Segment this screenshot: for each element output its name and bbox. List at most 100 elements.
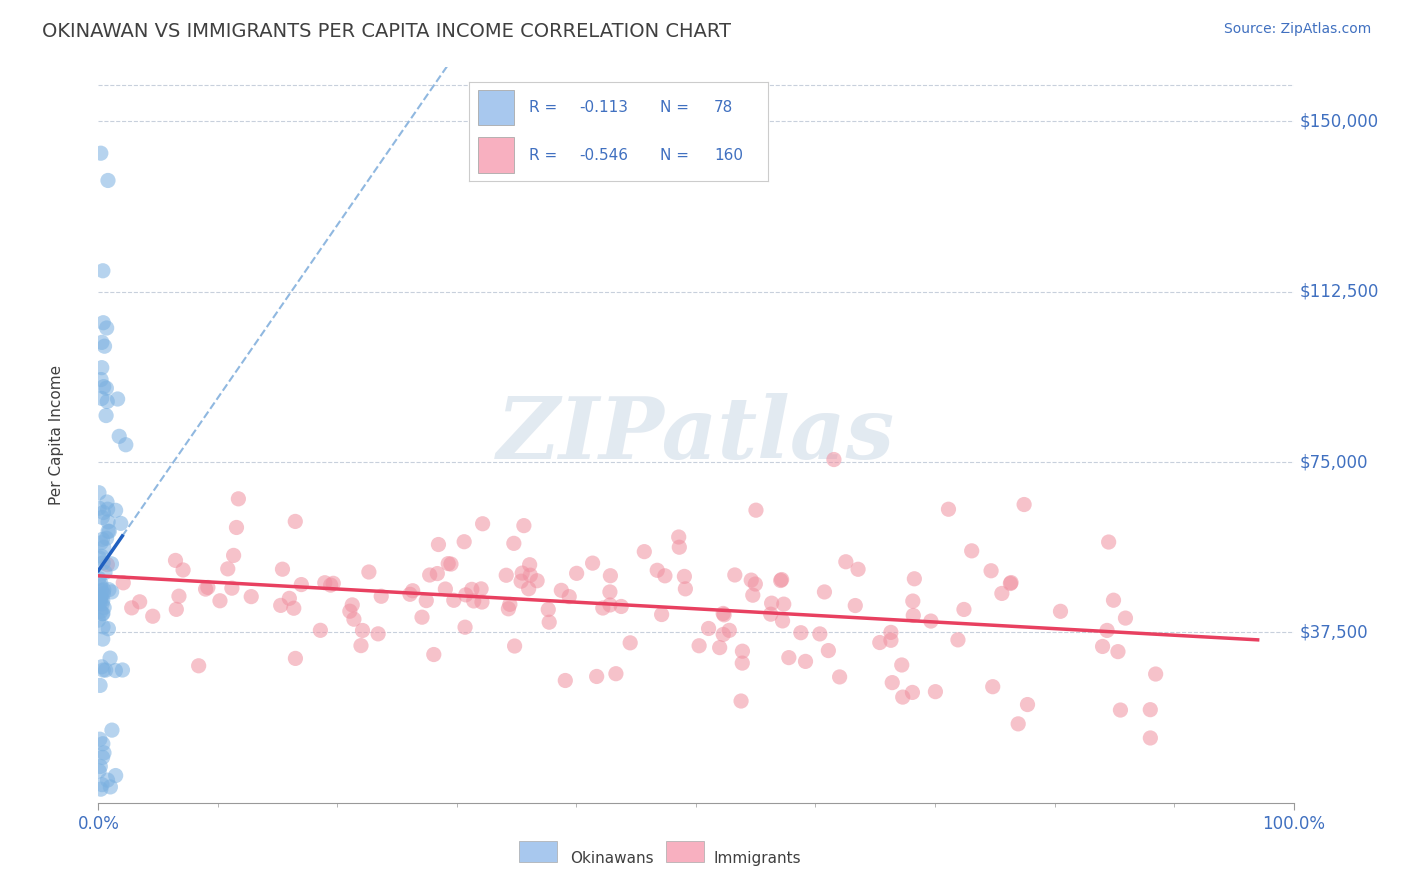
Point <box>290 577 312 591</box>
Point <box>128 595 150 609</box>
Point <box>89 591 111 606</box>
Point <box>91 593 114 607</box>
Point <box>90 605 112 619</box>
Point <box>709 640 731 655</box>
Point <box>538 615 561 630</box>
Point <box>97 173 120 187</box>
Point <box>350 639 373 653</box>
Point <box>91 597 114 611</box>
Point <box>519 568 541 582</box>
Point <box>427 537 450 551</box>
Point <box>411 610 433 624</box>
Point <box>112 575 135 590</box>
Point <box>673 582 696 596</box>
Point <box>437 557 460 571</box>
Point <box>91 607 114 621</box>
Point <box>104 664 127 678</box>
Point <box>314 575 336 590</box>
Point <box>97 515 120 529</box>
Point <box>470 582 492 596</box>
Point <box>891 690 914 704</box>
Point <box>87 572 110 586</box>
Point <box>813 585 835 599</box>
Point <box>731 644 754 658</box>
Point <box>744 577 766 591</box>
Point <box>651 607 673 622</box>
Point <box>419 568 441 582</box>
Point <box>519 558 541 572</box>
Point <box>90 335 112 350</box>
Point <box>87 501 110 516</box>
Point <box>880 633 903 648</box>
Point <box>565 566 588 581</box>
Point <box>96 394 118 409</box>
Point <box>93 600 115 615</box>
Text: OKINAWAN VS IMMIGRANTS PER CAPITA INCOME CORRELATION CHART: OKINAWAN VS IMMIGRANTS PER CAPITA INCOME… <box>42 22 731 41</box>
Point <box>724 568 747 582</box>
Point <box>903 572 925 586</box>
Point <box>91 620 114 634</box>
Point <box>93 379 115 393</box>
Point <box>87 596 110 610</box>
Point <box>1139 731 1161 745</box>
Point <box>90 591 112 605</box>
Point <box>93 746 115 760</box>
Point <box>605 666 627 681</box>
Point <box>1107 645 1129 659</box>
Point <box>633 544 655 558</box>
Point <box>1007 717 1029 731</box>
Point <box>91 737 114 751</box>
Point <box>869 635 891 649</box>
Point <box>271 562 294 576</box>
Point <box>960 544 983 558</box>
Point <box>554 673 576 688</box>
Point <box>278 591 301 606</box>
Point <box>844 599 866 613</box>
Point <box>309 624 332 638</box>
Point <box>599 598 621 612</box>
Point <box>98 524 121 539</box>
Point <box>761 596 783 610</box>
Point <box>187 658 209 673</box>
Point <box>91 316 114 330</box>
Text: Source: ZipAtlas.com: Source: ZipAtlas.com <box>1223 22 1371 37</box>
Point <box>167 589 190 603</box>
Point <box>90 594 112 608</box>
Point <box>107 392 129 406</box>
Point <box>772 597 794 611</box>
Point <box>225 520 247 534</box>
Point <box>89 551 111 566</box>
Point <box>991 586 1014 600</box>
Point <box>668 540 690 554</box>
Point <box>90 146 112 161</box>
Text: $75,000: $75,000 <box>1299 453 1368 471</box>
Point <box>91 778 114 792</box>
Point <box>352 624 374 638</box>
Point <box>165 553 187 567</box>
Point <box>284 651 307 665</box>
Point <box>769 574 792 588</box>
Point <box>981 680 1004 694</box>
Point <box>817 643 839 657</box>
Point <box>87 485 110 500</box>
Point <box>513 518 536 533</box>
Text: $150,000: $150,000 <box>1299 112 1379 130</box>
Point <box>953 602 976 616</box>
Point <box>510 566 533 580</box>
Point <box>89 678 111 692</box>
Point <box>90 782 112 797</box>
Point <box>440 557 463 571</box>
Point <box>713 607 735 622</box>
Point <box>87 764 110 778</box>
Point <box>718 624 741 638</box>
Point <box>461 582 484 597</box>
Point <box>599 568 621 582</box>
Point <box>222 549 245 563</box>
Point <box>91 663 114 677</box>
Point <box>240 590 263 604</box>
Point <box>745 503 768 517</box>
Point <box>823 452 845 467</box>
Point <box>938 502 960 516</box>
Point <box>100 585 122 599</box>
Point <box>1098 535 1121 549</box>
